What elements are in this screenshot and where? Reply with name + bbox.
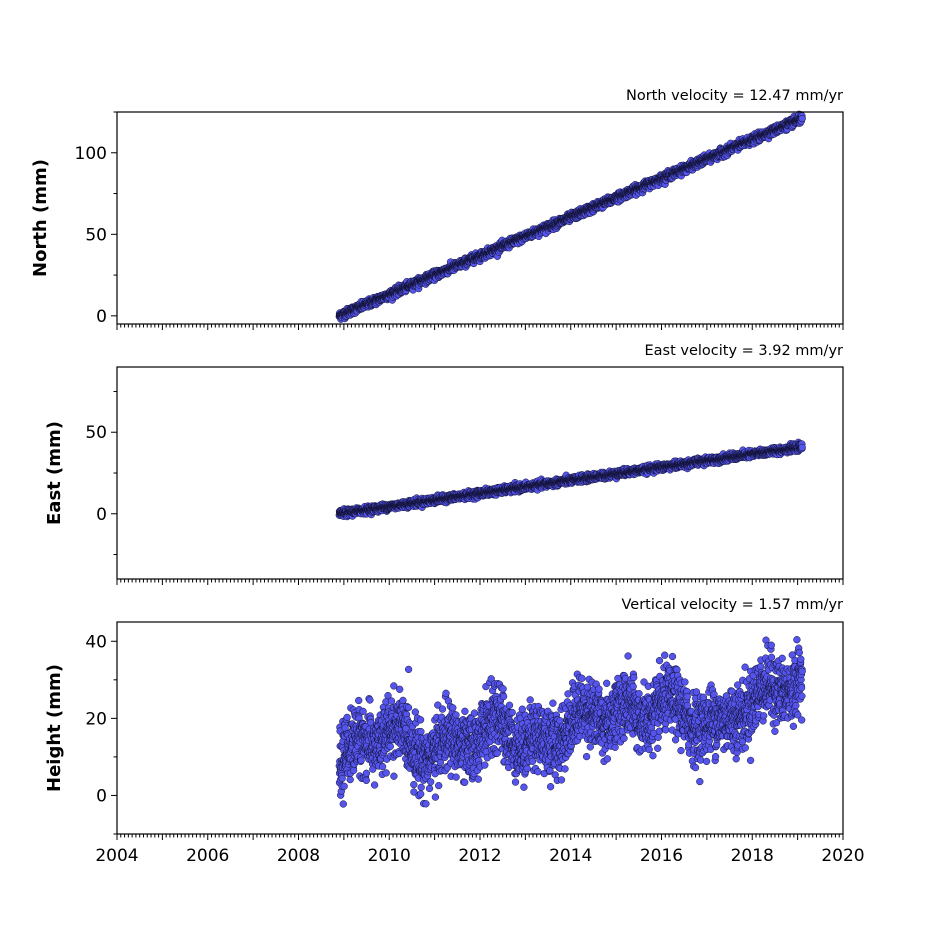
north-point [798, 114, 806, 123]
north-ylabel: North (mm) [30, 159, 51, 277]
east-panel: East velocity = 3.92 mm/yr 050 East (mm) [44, 343, 844, 585]
east-velocity-title: East velocity = 3.92 mm/yr [644, 343, 843, 359]
north-y-tick-label: 0 [96, 307, 107, 327]
north-y-tick-label: 100 [75, 144, 107, 164]
north-x-ticks [116, 324, 844, 330]
north-velocity-title: North velocity = 12.47 mm/yr [626, 88, 843, 104]
north-panel: North velocity = 12.47 mm/yr 0 50 100 Nort… [30, 88, 844, 330]
north-y-ticks: 0 50 100 [75, 111, 117, 327]
east-points [335, 438, 806, 521]
north-y-tick-label: 50 [85, 225, 107, 245]
north-points [335, 110, 806, 323]
